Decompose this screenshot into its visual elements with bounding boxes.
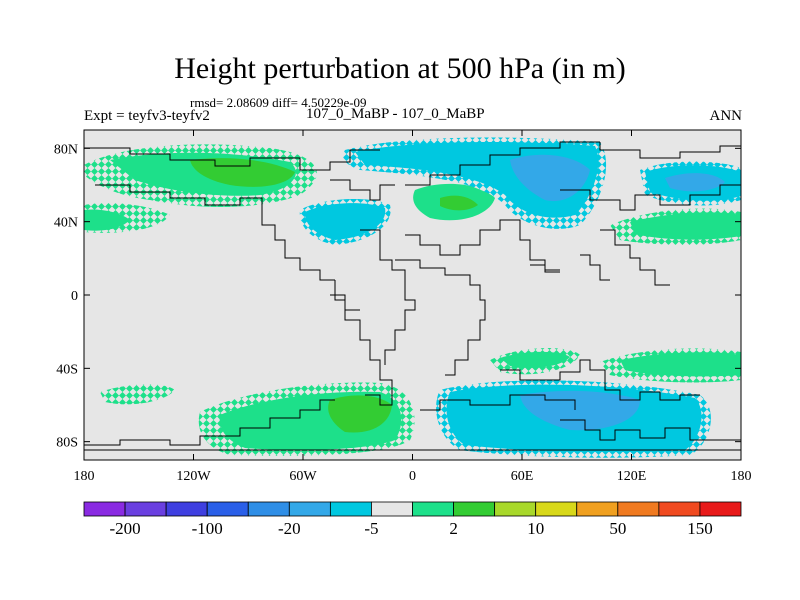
colorbar-label: 150 — [687, 519, 713, 538]
colorbar-swatch — [83, 501, 126, 517]
anomaly-fields — [84, 137, 741, 458]
colorbar-swatch — [247, 501, 290, 517]
plot-title: Height perturbation at 500 hPa (in m) — [174, 52, 626, 85]
negative-anomaly-region — [304, 203, 386, 240]
colorbar-swatch — [453, 501, 496, 517]
negative-anomaly-region — [510, 154, 590, 202]
colorbar-label: -5 — [364, 519, 378, 538]
axis-ticks: 180 120W 60W 0 60E 120E 180 80N 40N 0 40S 80S — [54, 130, 752, 484]
colorbar-swatch — [371, 501, 413, 517]
run-comparison-label: 107_0_MaBP - 107_0_MaBP — [306, 106, 485, 122]
x-tick-label: 120W — [176, 469, 211, 484]
positive-anomaly-region — [620, 352, 741, 377]
colorbar-label: -20 — [278, 519, 301, 538]
x-tick-label: 180 — [74, 469, 95, 484]
negative-anomaly-region — [520, 390, 640, 431]
colorbar-swatch — [576, 501, 619, 517]
colorbar-swatch — [288, 501, 331, 517]
negative-anomaly-region — [665, 173, 725, 192]
positive-anomaly-region — [100, 384, 175, 405]
x-tick-label: 60E — [511, 469, 534, 484]
stats-line: rmsd= 2.08609 diff= 4.50229e-09 — [190, 95, 367, 110]
x-tick-label: 60W — [289, 469, 317, 484]
coastlines — [84, 141, 741, 451]
colorbar-swatch — [535, 501, 578, 517]
colorbar-swatch — [658, 501, 701, 517]
colorbar-swatch — [124, 501, 167, 517]
x-tick-label: 180 — [731, 469, 752, 484]
colorbar-swatch — [617, 501, 660, 517]
positive-anomaly-region — [190, 158, 295, 187]
colorbar-label: 2 — [449, 519, 458, 538]
colorbar-swatch — [699, 501, 742, 517]
colorbar-swatch — [206, 501, 249, 517]
positive-anomaly-region — [84, 209, 130, 231]
x-tick-label: 120E — [617, 469, 647, 484]
y-tick-label: 40N — [54, 216, 78, 231]
colorbar-label: 10 — [527, 519, 544, 538]
y-tick-label: 0 — [71, 289, 78, 304]
colorbar-label: -100 — [192, 519, 223, 538]
colorbar-label: -200 — [109, 519, 140, 538]
positive-anomaly-region — [440, 195, 478, 211]
y-tick-label: 80N — [54, 142, 78, 157]
season-label: ANN — [709, 108, 743, 124]
positive-anomaly-region — [500, 351, 570, 368]
experiment-label: Expt = teyfv3-teyfv2 — [84, 108, 210, 124]
colorbar-swatch — [412, 501, 454, 517]
x-tick-label: 0 — [409, 469, 416, 484]
y-tick-label: 80S — [56, 436, 78, 451]
positive-anomaly-region — [630, 212, 741, 240]
colorbar-label: 50 — [609, 519, 626, 538]
colorbar-swatch — [494, 501, 537, 517]
colorbar-swatch — [329, 501, 372, 517]
positive-anomaly-region — [328, 395, 392, 433]
y-tick-label: 40S — [56, 362, 78, 377]
colorbar-swatch — [165, 501, 208, 517]
